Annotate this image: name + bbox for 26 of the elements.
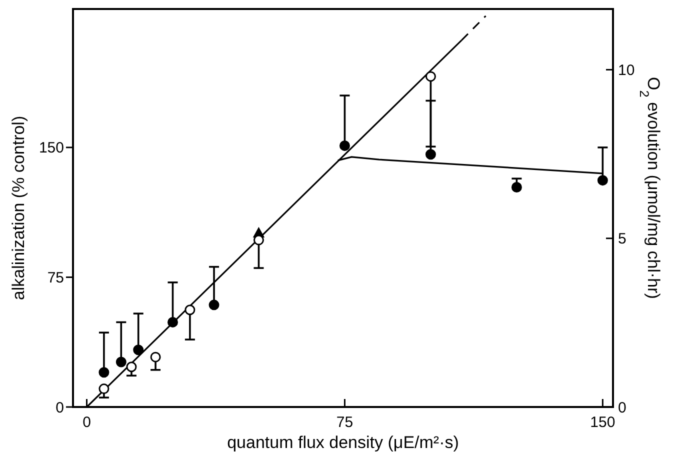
x-tick-label: 75 (336, 414, 354, 431)
point (98, 367, 110, 378)
point (208, 300, 220, 310)
y-tick-label: 75 (47, 269, 64, 286)
point (150, 352, 161, 362)
x-tick-label: 150 (590, 414, 616, 431)
point (126, 362, 137, 372)
point (253, 234, 264, 246)
point (116, 356, 126, 368)
x-tick-label: 0 (82, 414, 91, 431)
point (98, 384, 110, 394)
x-axis-title: quantum flux density (μE/m²·s) (227, 433, 459, 452)
point (425, 71, 436, 82)
point (597, 175, 608, 186)
point (184, 304, 196, 316)
y2-tick-label: 0 (618, 399, 626, 416)
y-axis-title: alkalinization (% control) (9, 116, 28, 300)
point (339, 140, 350, 151)
point (133, 344, 144, 356)
y2-tick-label: 5 (618, 230, 626, 248)
point (511, 182, 522, 192)
y-tick-label: 150 (38, 140, 64, 157)
y-tick-label: 0 (56, 399, 64, 416)
y2-tick-label: 10 (618, 62, 635, 79)
point (167, 316, 178, 328)
point (425, 149, 436, 160)
